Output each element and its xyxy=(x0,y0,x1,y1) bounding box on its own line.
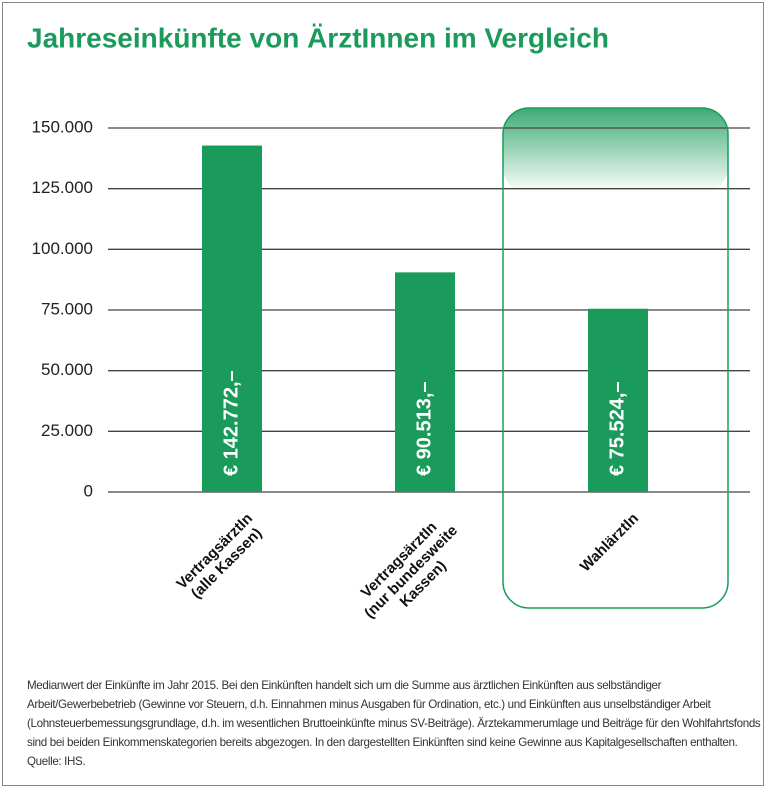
y-tick-label: 0 xyxy=(84,481,93,500)
highlight-box xyxy=(502,107,729,609)
y-tick-label: 50.000 xyxy=(41,360,93,379)
chart-title: Jahreseinkünfte von ÄrztInnen im Verglei… xyxy=(27,22,609,53)
value-label: € 75.524,– xyxy=(606,381,628,476)
y-tick-label: 125.000 xyxy=(32,178,93,197)
y-tick-label: 100.000 xyxy=(32,239,93,258)
bar xyxy=(202,145,262,492)
y-tick-label: 25.000 xyxy=(41,421,93,440)
note: Medianwert der Einkünfte im Jahr 2015. B… xyxy=(27,679,761,768)
value-label: € 90.513,– xyxy=(413,381,435,476)
bar xyxy=(588,308,648,492)
y-tick-label: 150.000 xyxy=(32,117,93,136)
value-label: € 142.772,– xyxy=(220,370,242,476)
y-tick-label: 75.000 xyxy=(41,299,93,318)
highlight-fill xyxy=(503,108,728,193)
bar xyxy=(395,272,455,492)
